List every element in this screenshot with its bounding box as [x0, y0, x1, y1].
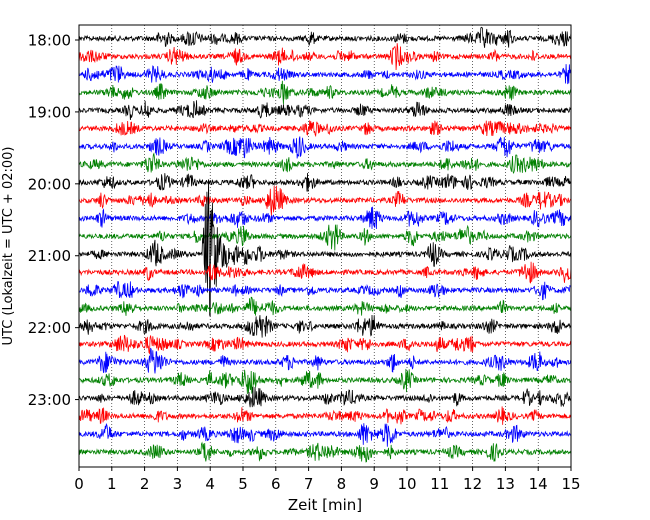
trace-line-0: [78, 26, 572, 48]
trace-line-15: [78, 296, 572, 316]
trace-line-7: [78, 152, 572, 175]
trace-line-23: [78, 441, 572, 463]
trace-line-1: [78, 43, 572, 70]
x-tick-label: 10: [397, 475, 416, 493]
trace-line-14: [78, 281, 571, 301]
y-tick-label: 22:00: [28, 319, 71, 337]
trace-line-12: [78, 179, 572, 317]
trace-line-13: [78, 261, 572, 284]
trace-group: [78, 26, 572, 463]
x-tick-label: 7: [304, 475, 314, 493]
x-tick-label: 5: [238, 475, 248, 493]
y-axis: 18:00 19:00 20:00 21:00 22:00 23:00: [28, 32, 79, 409]
trace-line-19: [78, 368, 572, 394]
x-tick-label: 9: [369, 475, 379, 493]
plot-frame: [78, 24, 572, 468]
x-axis-label: Zeit [min]: [288, 496, 362, 514]
trace-line-16: [78, 315, 572, 338]
x-tick-label: 0: [74, 475, 84, 493]
x-tick-label: 2: [140, 475, 150, 493]
x-tick-label: 8: [337, 475, 347, 493]
x-tick-label: 13: [496, 475, 515, 493]
y-tick-label: 21:00: [28, 247, 71, 265]
x-tick-label: 15: [561, 475, 580, 493]
x-tick-label: 14: [529, 475, 548, 493]
trace-line-22: [78, 423, 572, 447]
trace-line-18: [78, 347, 572, 374]
x-tick-label: 1: [107, 475, 117, 493]
trace-line-17: [78, 334, 572, 355]
trace-line-8: [78, 173, 572, 192]
trace-line-21: [78, 406, 572, 425]
trace-line-11: [78, 224, 572, 251]
x-tick-label: 11: [430, 475, 449, 493]
y-tick-label: 19:00: [28, 103, 71, 121]
trace-line-4: [78, 100, 572, 121]
y-tick-label: 18:00: [28, 32, 71, 50]
trace-line-6: [78, 136, 572, 159]
x-tick-label: 3: [173, 475, 183, 493]
trace-line-3: [78, 80, 572, 105]
y-tick-label: 23:00: [28, 391, 71, 409]
x-tick-label: 6: [271, 475, 281, 493]
x-tick-label: 4: [205, 475, 215, 493]
y-axis-label: UTC (Lokalzeit = UTC + 02:00): [1, 147, 16, 346]
y-tick-label: 20:00: [28, 175, 71, 193]
trace-line-9: [78, 185, 572, 216]
x-tick-label: 12: [463, 475, 482, 493]
trace-line-5: [78, 120, 572, 138]
x-axis: 0 1 2 3 4 5 6 7 8 9 10 11 12 13 14 15: [74, 467, 581, 493]
trace-line-2: [78, 64, 572, 85]
trace-line-10: [78, 206, 572, 230]
trace-line-20: [78, 386, 572, 408]
